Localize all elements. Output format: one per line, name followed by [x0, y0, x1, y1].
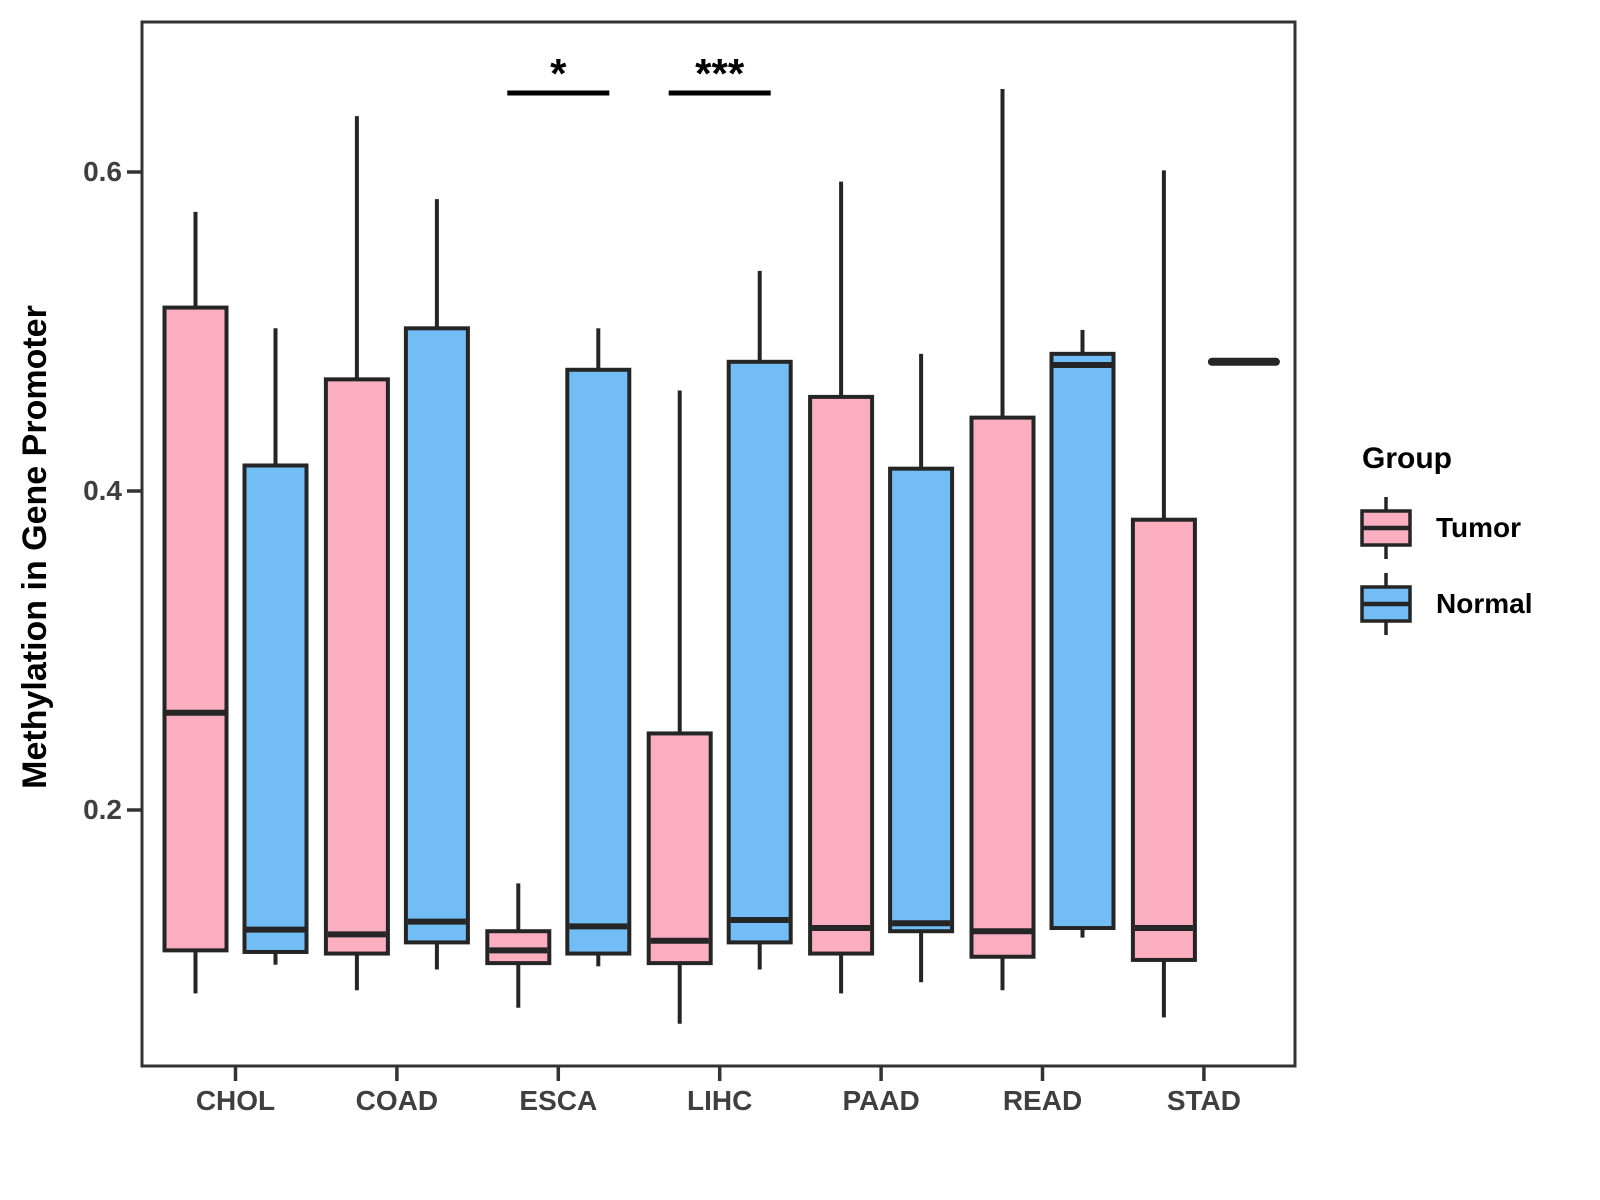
significance-label-lihc: ***	[695, 50, 745, 97]
x-tick-label-paad: PAAD	[842, 1085, 920, 1116]
tumor-box-stad	[1130, 517, 1197, 962]
panel-border	[140, 20, 1297, 1068]
tumor-box-read	[969, 415, 1036, 959]
normal-box-coad	[403, 326, 470, 945]
y-axis-title: Methylation in Gene Promoter	[16, 305, 54, 789]
x-tick-label-stad: STAD	[1166, 1085, 1241, 1116]
legend: Group Tumor Normal	[1356, 442, 1596, 642]
normal-box-read	[1049, 351, 1116, 931]
legend-label-tumor: Tumor	[1436, 512, 1522, 543]
x-tick-label-chol: CHOL	[195, 1085, 276, 1116]
x-tick-label-coad: COAD	[355, 1085, 439, 1116]
y-tick-label-0.6: 0.6	[83, 156, 122, 187]
legend-item-normal: Normal	[1356, 566, 1596, 642]
normal-box-chol	[242, 463, 309, 954]
tumor-box-lihc	[646, 731, 713, 966]
normal-box-paad	[888, 466, 955, 934]
y-tick-label-0.4: 0.4	[83, 475, 122, 506]
tumor-box-coad	[323, 377, 390, 956]
normal-boxplot-key-icon	[1360, 573, 1412, 635]
tumor-box-paad	[808, 394, 875, 956]
y-tick-label-0.2: 0.2	[83, 794, 122, 825]
significance-label-esca: *	[550, 50, 567, 97]
tumor-boxplot-key-icon	[1360, 497, 1412, 559]
legend-label-normal: Normal	[1436, 588, 1533, 619]
tumor-box-esca	[485, 929, 552, 966]
tumor-box-chol	[162, 305, 229, 953]
legend-title: Group	[1362, 442, 1452, 475]
x-tick-label-esca: ESCA	[519, 1085, 598, 1116]
normal-box-esca	[565, 367, 632, 956]
x-tick-label-lihc: LIHC	[687, 1085, 753, 1116]
legend-item-tumor: Tumor	[1356, 490, 1596, 566]
x-tick-label-read: READ	[1002, 1085, 1083, 1116]
normal-box-lihc	[726, 359, 793, 945]
